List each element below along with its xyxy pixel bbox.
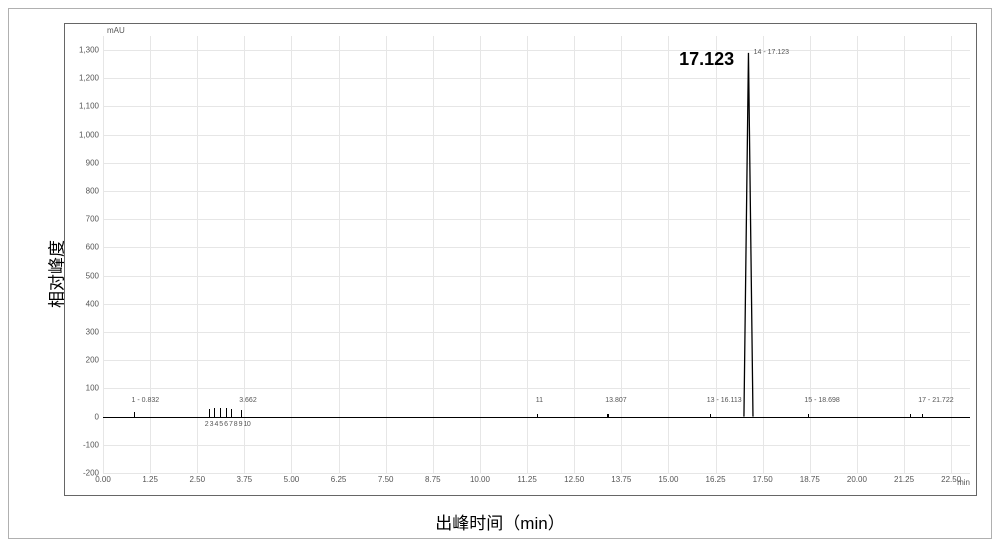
y-tick-label: 300 [86,328,99,337]
grid-line-horizontal [103,473,970,474]
y-tick-label: 400 [86,299,99,308]
main-peak [103,36,970,473]
x-tick-label: 18.75 [800,475,820,484]
x-axis-label: 出峰时间（min） [435,509,564,534]
x-tick-label: 15.00 [658,475,678,484]
y-tick-label: 900 [86,158,99,167]
y-tick-label: 800 [86,187,99,196]
x-tick-label: 12.50 [564,475,584,484]
x-tick-label: 11.25 [517,475,536,484]
main-peak-annotation: 17.123 [679,49,734,70]
x-tick-label: 21.25 [894,475,914,484]
y-axis-unit: mAU [107,26,125,35]
x-tick-label: 13.75 [611,475,631,484]
x-tick-label: 3.75 [237,475,253,484]
y-tick-label: 0 [95,412,99,421]
x-tick-label: 5.00 [284,475,300,484]
y-tick-label: -100 [83,440,99,449]
y-tick-label: 1,200 [79,74,99,83]
y-tick-label: 100 [86,384,99,393]
x-tick-label: 20.00 [847,475,867,484]
x-tick-label: 8.75 [425,475,441,484]
x-tick-label: 10.00 [470,475,490,484]
y-tick-label: 500 [86,271,99,280]
x-tick-label: 22.50 [941,475,961,484]
x-tick-label: 7.50 [378,475,394,484]
x-tick-label: 1.25 [142,475,158,484]
y-tick-label: 200 [86,356,99,365]
x-tick-label: 2.50 [189,475,205,484]
x-tick-label: 16.25 [706,475,726,484]
main-peak-label: 14 - 17.123 [754,49,789,56]
y-tick-label: 1,300 [79,46,99,55]
chart-area: mAU min -200-100010020030040050060070080… [64,23,977,496]
y-tick-label: 600 [86,243,99,252]
x-tick-label: 17.50 [753,475,773,484]
plot-region: -200-10001002003004005006007008009001,00… [103,36,970,473]
x-tick-label: 0.00 [95,475,111,484]
outer-frame: 相对峰度 出峰时间（min） mAU min -200-100010020030… [8,8,992,539]
x-tick-label: 6.25 [331,475,347,484]
y-tick-label: 1,100 [79,102,99,111]
y-tick-label: 700 [86,215,99,224]
y-tick-label: 1,000 [79,130,99,139]
